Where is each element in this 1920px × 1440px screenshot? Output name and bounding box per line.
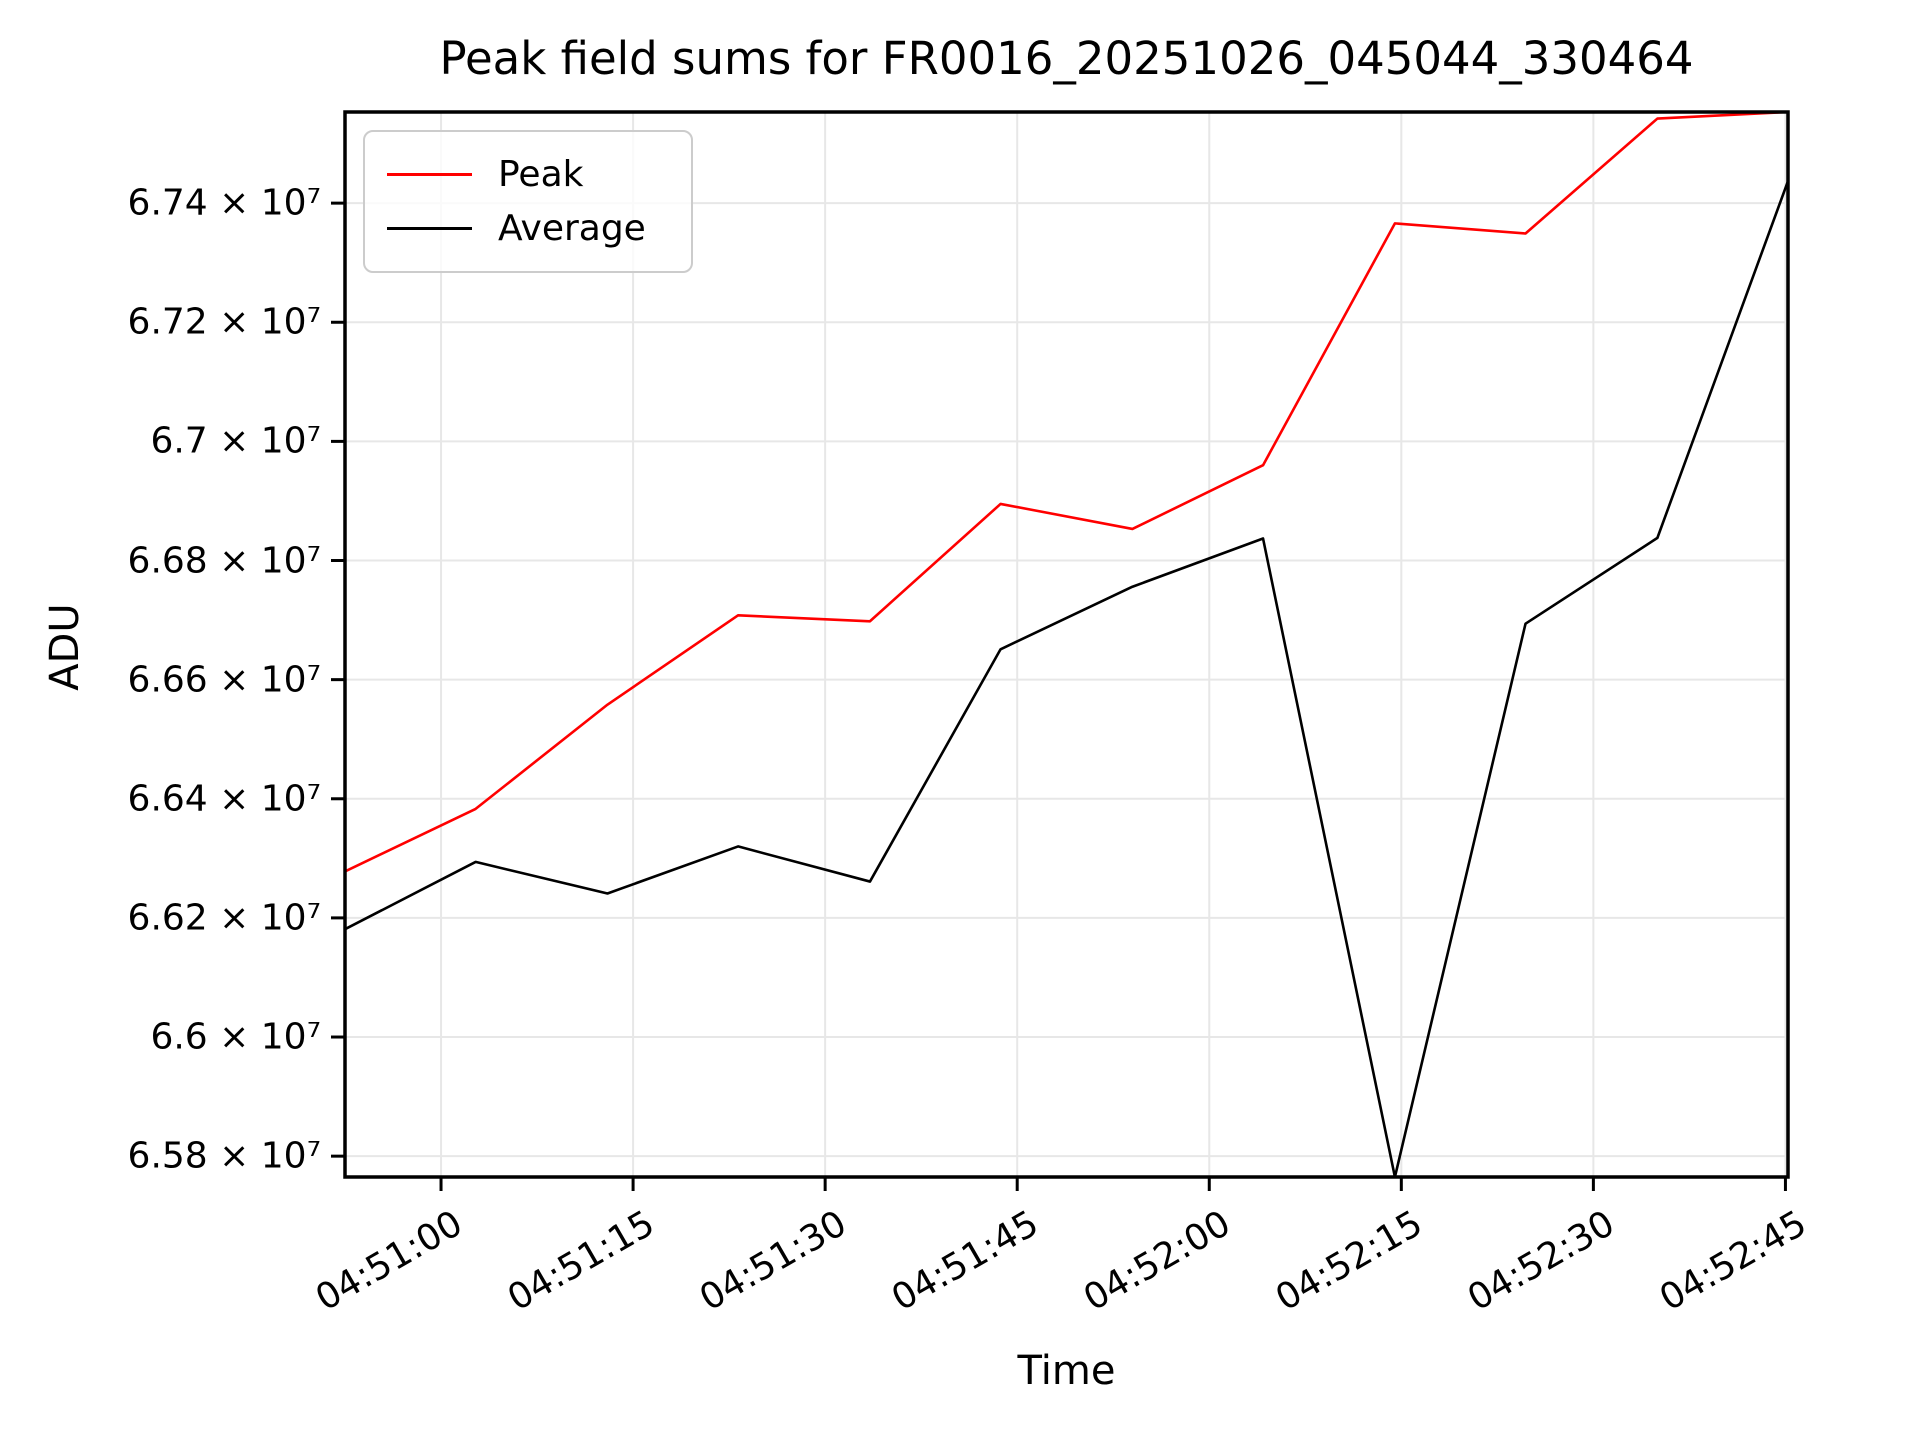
average-line-sample — [387, 227, 472, 230]
peak-line — [344, 110, 1789, 873]
x-axis-label: Time — [1017, 1348, 1116, 1394]
plot-area — [331, 110, 1790, 1191]
legend-label-average: Average — [498, 207, 646, 249]
average-line — [344, 180, 1790, 1179]
y-tick-label: 6.74 × 10⁷ — [127, 182, 321, 224]
y-tick-label: 6.6 × 10⁷ — [150, 1016, 321, 1058]
y-tick-label: 6.64 × 10⁷ — [127, 778, 321, 820]
y-axis-label: ADU — [42, 603, 88, 691]
y-tick-label: 6.58 × 10⁷ — [127, 1135, 321, 1177]
peak-line-sample — [387, 173, 472, 176]
legend-item-average: Average — [387, 207, 669, 249]
legend-label-peak: Peak — [498, 153, 584, 195]
plot-border — [343, 110, 1790, 1179]
chart-title: Peak field sums for FR0016_20251026_0450… — [439, 32, 1694, 85]
plot-canvas — [331, 110, 1790, 1191]
y-tick-label: 6.66 × 10⁷ — [127, 659, 321, 701]
y-tick-label: 6.62 × 10⁷ — [127, 897, 321, 939]
y-tick-label: 6.7 × 10⁷ — [150, 420, 321, 462]
y-tick-label: 6.72 × 10⁷ — [127, 301, 321, 343]
legend-item-peak: Peak — [387, 153, 669, 195]
legend: Peak Average — [363, 130, 693, 273]
y-tick-label: 6.68 × 10⁷ — [127, 540, 321, 581]
